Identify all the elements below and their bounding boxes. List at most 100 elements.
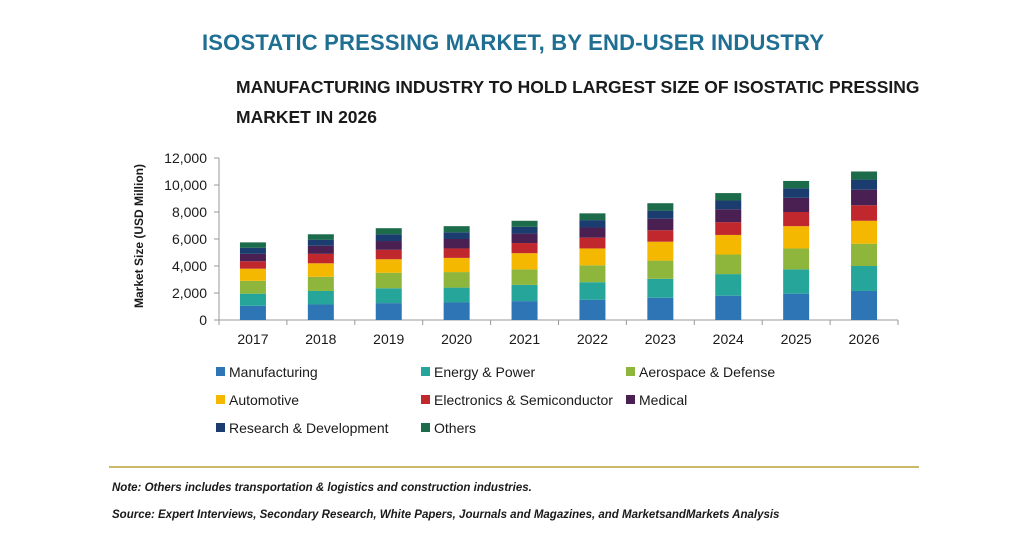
bar-segment xyxy=(443,248,470,258)
bar-segment xyxy=(375,241,402,250)
bar-segment xyxy=(647,241,674,261)
bar-segment xyxy=(307,253,334,264)
bar-segment xyxy=(511,233,538,244)
bar-segment xyxy=(851,189,878,206)
y-tick-label: 2,000 xyxy=(172,285,207,301)
bar-segment xyxy=(443,287,470,303)
bar-segment xyxy=(511,301,538,320)
y-tick-label: 4,000 xyxy=(172,258,207,274)
bar-segment xyxy=(579,237,606,249)
bar-segment xyxy=(783,269,810,294)
bar-segment xyxy=(443,272,470,288)
y-axis: 0 2,000 4,000 6,000 8,000 10,000 12,000 xyxy=(164,150,220,328)
divider xyxy=(109,466,919,468)
bar-segment xyxy=(715,254,742,275)
bar-segment xyxy=(851,290,878,320)
bar-segment xyxy=(375,303,402,320)
bar-segment xyxy=(239,242,266,248)
legend-label: Electronics & Semiconductor xyxy=(434,391,613,408)
legend-label: Others xyxy=(434,419,477,436)
bar-segment xyxy=(715,274,742,296)
bar-segment xyxy=(307,234,334,240)
bar-segment xyxy=(647,297,674,320)
bar-segment xyxy=(375,272,402,289)
bar-segment xyxy=(239,280,266,294)
legend-swatch xyxy=(216,367,225,376)
legend-item: Others xyxy=(421,418,626,437)
bar-segment xyxy=(851,205,878,221)
source-note: Source: Expert Interviews, Secondary Res… xyxy=(112,509,780,521)
y-axis-label: Market Size (USD Million) xyxy=(132,164,146,308)
x-tick-label: 2022 xyxy=(577,331,608,347)
bar-segment xyxy=(783,248,810,270)
legend-swatch xyxy=(216,423,225,432)
legend-label: Energy & Power xyxy=(434,363,536,380)
legend-label: Medical xyxy=(639,391,688,408)
x-tick-label: 2026 xyxy=(848,331,879,347)
bars xyxy=(239,171,878,320)
bar-segment xyxy=(511,226,538,234)
legend-swatch xyxy=(626,395,635,404)
bar-segment xyxy=(783,226,810,249)
legend-item: Medical xyxy=(626,390,816,409)
bar-segment xyxy=(375,249,402,260)
bar-segment xyxy=(443,232,470,239)
legend-item: Energy & Power xyxy=(421,362,626,381)
bar-segment xyxy=(783,188,810,198)
legend-swatch xyxy=(421,367,430,376)
bar-segment xyxy=(443,226,470,233)
bar-segment xyxy=(239,268,266,281)
bar-segment xyxy=(715,234,742,255)
bar-segment xyxy=(851,266,878,291)
bar-segment xyxy=(239,247,266,254)
bar-segment xyxy=(579,213,606,221)
bar-segment xyxy=(307,263,334,277)
bar-segment xyxy=(375,234,402,242)
x-tick-label: 2023 xyxy=(645,331,676,347)
bar-segment xyxy=(851,220,878,244)
bar-segment xyxy=(647,203,674,211)
bar-segment xyxy=(443,257,470,273)
legend-swatch xyxy=(216,395,225,404)
bar-segment xyxy=(511,284,538,302)
bar-segment xyxy=(307,239,334,246)
y-tick-label: 8,000 xyxy=(172,204,207,220)
legend-item: Aerospace & Defense xyxy=(626,362,816,381)
bar-segment xyxy=(715,193,742,201)
bar-segment xyxy=(647,260,674,279)
x-tick-label: 2019 xyxy=(373,331,404,347)
bar-segment xyxy=(647,230,674,242)
bar-segment xyxy=(511,220,538,227)
bar-segment xyxy=(715,222,742,235)
bar-segment xyxy=(579,299,606,320)
bar-segment xyxy=(511,243,538,254)
x-tick-label: 2017 xyxy=(237,331,268,347)
y-tick-label: 0 xyxy=(199,312,207,328)
x-tick-label: 2021 xyxy=(509,331,540,347)
legend-item: Manufacturing xyxy=(216,362,421,381)
bar-segment xyxy=(307,245,334,254)
legend-label: Aerospace & Defense xyxy=(639,363,776,380)
legend-item: Research & Development xyxy=(216,418,421,437)
bar-segment xyxy=(783,197,810,212)
y-tick-label: 12,000 xyxy=(164,150,207,166)
bar-segment xyxy=(307,276,334,291)
bar-segment xyxy=(443,239,470,249)
legend: Manufacturing Energy & Power Aerospace & D… xyxy=(216,362,816,437)
bar-segment xyxy=(783,293,810,320)
bar-segment xyxy=(375,228,402,235)
legend-label: Research & Development xyxy=(229,419,389,436)
bar-segment xyxy=(715,200,742,210)
bar-segment xyxy=(851,179,878,190)
bar-segment xyxy=(511,253,538,270)
x-tick-label: 2018 xyxy=(305,331,336,347)
bar-segment xyxy=(307,304,334,320)
x-tick-label: 2024 xyxy=(713,331,744,347)
bar-segment xyxy=(239,293,266,306)
bar-segment xyxy=(783,212,810,227)
x-tick-label: 2025 xyxy=(781,331,812,347)
legend-item: Automotive xyxy=(216,390,421,409)
x-tick-label: 2020 xyxy=(441,331,472,347)
bar-segment xyxy=(579,248,606,266)
